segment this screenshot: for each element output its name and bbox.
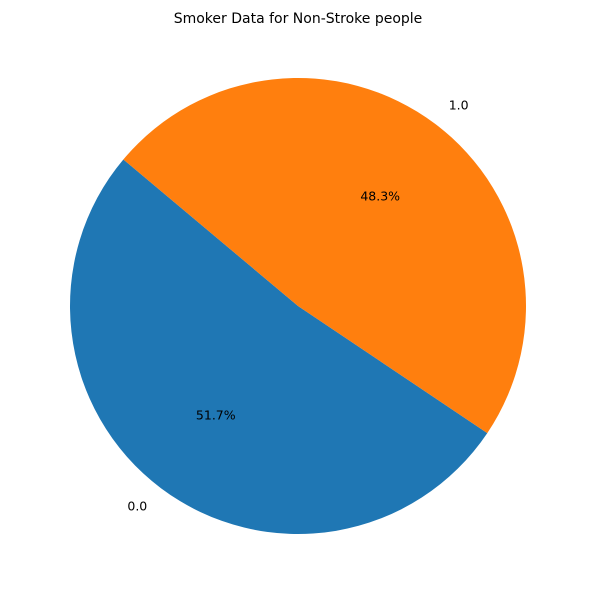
chart-title: Smoker Data for Non-Stroke people <box>174 11 423 27</box>
percent-label: 51.7% <box>196 407 236 422</box>
percent-label: 48.3% <box>360 189 400 204</box>
pie-slice-0-0 <box>69 159 488 535</box>
pie-slice-1-0 <box>123 78 526 434</box>
category-label: 0.0 <box>127 498 147 513</box>
pie-slices <box>69 78 526 535</box>
category-label: 1.0 <box>449 98 469 113</box>
pie-labels: 0.0 51.7% 1.0 48.3% <box>127 98 468 514</box>
